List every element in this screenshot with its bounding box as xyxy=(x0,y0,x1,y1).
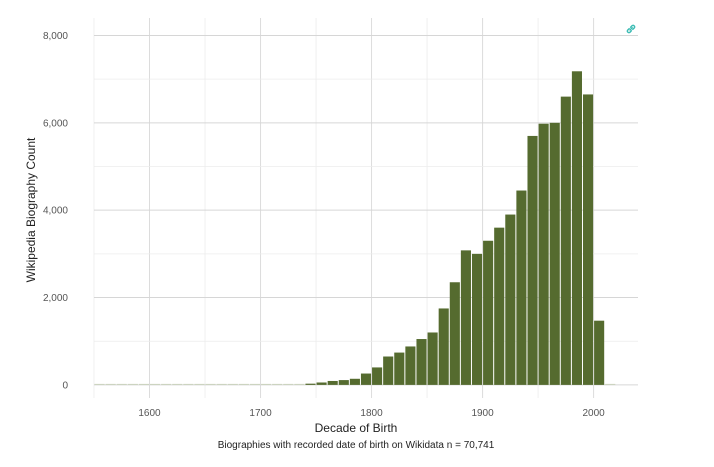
y-tick-label: 4,000 xyxy=(43,206,68,217)
histogram-bar xyxy=(127,383,138,385)
x-axis-title: Decade of Birth xyxy=(315,421,398,435)
histogram-bar xyxy=(438,308,449,385)
histogram-bar xyxy=(194,383,205,385)
histogram-bar xyxy=(261,383,272,385)
x-tick-label: 1800 xyxy=(360,408,383,419)
y-tick-label: 2,000 xyxy=(43,293,68,304)
x-tick-label: 1600 xyxy=(138,408,161,419)
histogram-bar xyxy=(105,383,116,385)
chart-caption: Biographies with recorded date of birth … xyxy=(218,440,495,451)
x-tick-label: 2000 xyxy=(582,408,605,419)
histogram-bar xyxy=(161,383,172,385)
histogram-bar xyxy=(294,383,305,385)
y-tick-label: 8,000 xyxy=(43,31,68,42)
histogram-bar xyxy=(138,383,150,385)
histogram-bar xyxy=(172,383,183,385)
link-icon[interactable] xyxy=(624,22,638,36)
histogram-bar xyxy=(150,383,161,385)
histogram-bar xyxy=(116,383,127,385)
histogram-bar xyxy=(483,240,494,385)
histogram-bar xyxy=(449,282,460,385)
histogram-bar xyxy=(249,383,261,385)
bars xyxy=(94,71,616,385)
histogram-bar xyxy=(405,346,416,385)
histogram-bar xyxy=(327,380,338,385)
histogram-bar xyxy=(594,320,605,385)
histogram-bar xyxy=(238,383,249,385)
histogram-bar xyxy=(505,214,516,385)
histogram-bar xyxy=(416,339,427,385)
y-tick-label: 0 xyxy=(62,380,68,391)
histogram-bar xyxy=(494,227,505,385)
histogram-bar xyxy=(283,383,294,385)
histogram-bar xyxy=(605,383,616,385)
histogram-bar xyxy=(183,383,194,385)
histogram-bar xyxy=(205,383,216,385)
histogram-bar xyxy=(560,96,571,385)
histogram-bar xyxy=(216,383,227,385)
histogram-bar xyxy=(227,383,238,385)
histogram-bar xyxy=(549,122,560,385)
histogram-bar xyxy=(538,123,549,385)
histogram-bar xyxy=(527,135,538,385)
x-axis-ticks: 1600 1700 1800 1900 2000 xyxy=(138,408,605,419)
histogram-bar xyxy=(338,380,349,385)
histogram-bar xyxy=(383,356,394,385)
histogram-bar xyxy=(272,383,283,385)
x-tick-label: 1900 xyxy=(471,408,494,419)
y-axis-title: Wikipedia Biography Count xyxy=(24,137,38,282)
histogram-bar xyxy=(516,190,527,385)
histogram-bar xyxy=(427,332,438,385)
histogram-bar xyxy=(316,382,327,385)
histogram-bar xyxy=(471,253,483,385)
histogram-bar xyxy=(571,71,582,385)
histogram-bar xyxy=(360,373,372,385)
histogram-bar xyxy=(372,367,383,385)
histogram-bar xyxy=(460,250,471,385)
histogram-bar xyxy=(349,378,360,385)
y-axis-ticks: 0 2,000 4,000 6,000 8,000 xyxy=(43,31,68,391)
histogram-bar xyxy=(94,383,105,385)
histogram-bar xyxy=(394,352,405,385)
histogram-bar xyxy=(305,383,316,385)
x-tick-label: 1700 xyxy=(249,408,272,419)
histogram-bar xyxy=(582,94,594,385)
y-tick-label: 6,000 xyxy=(43,118,68,129)
